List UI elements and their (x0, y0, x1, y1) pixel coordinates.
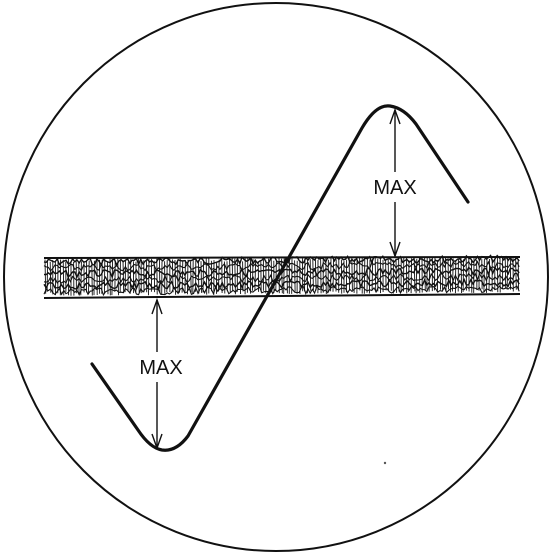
noise-hatch-stroke (415, 258, 418, 294)
noise-ripple-line (43, 285, 520, 297)
noise-hatch-stroke (332, 257, 335, 292)
noise-hatch-stroke (398, 256, 400, 292)
noise-hatch-stroke (106, 261, 109, 295)
noise-hatch-stroke (325, 257, 327, 295)
noise-hatch-stroke (218, 259, 220, 292)
noise-hatch-stroke (254, 259, 257, 291)
noise-hatch-stroke (44, 259, 47, 294)
noise-band-top-edge (43, 256, 521, 259)
noise-hatch-stroke (424, 256, 426, 291)
noise-hatch-stroke (395, 258, 398, 293)
noise-hatch-stroke (486, 258, 488, 293)
noise-band (43, 254, 521, 299)
noise-hatch-stroke (124, 260, 127, 293)
noise-hatch-stroke (390, 257, 392, 291)
noise-hatch-stroke (488, 258, 491, 291)
noise-hatch-stroke (88, 260, 90, 295)
noise-hatch-stroke (433, 256, 436, 291)
noise-hatch-stroke (239, 260, 242, 295)
noise-hatch-stroke (91, 262, 93, 296)
noise-hatch-stroke (229, 259, 231, 293)
noise-hatch-stroke (275, 259, 277, 292)
noise-hatch-stroke (444, 257, 447, 293)
noise-hatch-stroke (413, 257, 416, 292)
noise-hatch-stroke (385, 259, 387, 291)
noise-hatch-stroke (371, 258, 374, 290)
lower-max-label-bg (132, 352, 190, 382)
noise-hatch-stroke (117, 258, 119, 296)
noise-hatch-stroke (309, 259, 312, 291)
noise-hatch-stroke (190, 261, 192, 293)
noise-hatch-stroke (428, 257, 431, 292)
noise-hatch-stroke (231, 258, 234, 292)
sine-waveform (90, 104, 470, 452)
noise-hatch-stroke (138, 258, 140, 293)
upper-max-label-bg (366, 172, 424, 202)
noise-hatch-stroke (368, 259, 371, 294)
noise-hatch-stroke (452, 258, 454, 292)
noise-hatch-stroke (181, 260, 184, 293)
noise-hatch-stroke (186, 259, 189, 295)
noise-hatch-stroke (46, 260, 49, 293)
noise-hatch-stroke (200, 261, 203, 293)
noise-hatch-stroke (515, 257, 517, 290)
noise-hatch-stroke (351, 257, 353, 291)
noise-hatch-stroke (171, 259, 174, 293)
noise-hatch-stroke (304, 258, 306, 292)
noise-hatch-stroke (129, 259, 132, 294)
noise-hatch-stroke (447, 256, 449, 290)
noise-hatch-stroke (158, 258, 161, 294)
noise-hatch-stroke (148, 259, 150, 296)
noise-hatch-stroke (374, 257, 377, 293)
noise-hatch-stroke (460, 256, 463, 294)
noise-hatch-stroke (179, 258, 181, 293)
noise-band-bottom-edge (43, 293, 521, 299)
noise-hatch-stroke (286, 260, 288, 294)
noise-hatch-stroke (174, 259, 177, 295)
noise-hatch-stroke (363, 258, 366, 294)
noise-hatch-stroke (234, 258, 236, 295)
noise-hatch-stroke (294, 260, 296, 292)
noise-band-strokes (43, 254, 520, 297)
noise-hatch-stroke (122, 260, 125, 294)
noise-hatch-stroke (314, 259, 317, 291)
lower-max-label: MAX (139, 357, 182, 379)
noise-hatch-stroke (251, 259, 254, 291)
screen-speck (383, 461, 387, 465)
noise-hatch-stroke (49, 261, 52, 293)
noise-hatch-stroke (410, 258, 413, 294)
upper-max-label: MAX (373, 177, 416, 199)
noise-hatch-stroke (506, 257, 509, 290)
noise-hatch-stroke (111, 259, 114, 296)
noise-hatch-stroke (205, 258, 208, 295)
noise-hatch-stroke (62, 259, 65, 296)
noise-hatch-stroke (462, 259, 465, 292)
noise-hatch-stroke (483, 258, 485, 292)
noise-hatch-stroke (312, 258, 314, 291)
noise-hatch-stroke (202, 259, 205, 293)
noise-hatch-stroke (504, 256, 507, 289)
noise-hatch-stroke (320, 257, 322, 294)
noise-hatch-stroke (80, 261, 82, 296)
noise-hatch-stroke (281, 258, 283, 294)
